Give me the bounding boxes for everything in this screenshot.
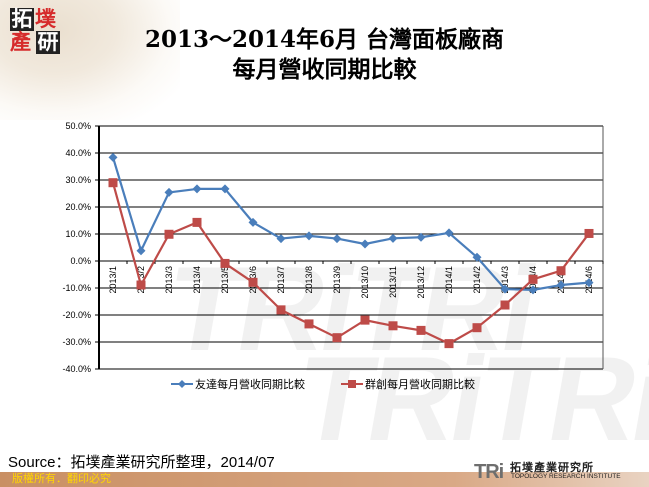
brand-logo: 拓 墣 產 研 [10, 8, 62, 54]
diamond-marker-icon [220, 184, 230, 194]
y-tick-label: 30.0% [65, 175, 91, 185]
square-marker-icon [248, 277, 258, 287]
square-marker-icon [528, 274, 538, 284]
square-marker-icon [388, 321, 398, 331]
x-tick-label: 2013/5 [220, 266, 230, 294]
diamond-marker-icon [108, 152, 118, 162]
x-tick-label: 2013/2 [136, 266, 146, 294]
legend-item-series2: 群創每月營收同期比較 [341, 377, 475, 391]
square-marker-icon [556, 266, 566, 276]
diamond-marker-icon [248, 217, 258, 227]
chart-gridlines [95, 125, 603, 370]
org-name-en: TOPOLOGY RESEARCH INSTITUTE [511, 473, 621, 480]
diamond-marker-icon [584, 278, 594, 288]
logo-char-2: 墣 [35, 6, 56, 31]
square-marker-icon [444, 339, 454, 349]
y-tick-label: -10.0% [62, 283, 91, 293]
diamond-marker-icon [528, 285, 538, 295]
footer-bar: 版權所有．翻印必究 [0, 472, 649, 487]
x-tick-label: 2014/5 [556, 266, 566, 294]
tri-logo: TRi 拓墣產業研究所 TOPOLOGY RESEARCH INSTITUTE [474, 459, 644, 485]
diamond-marker-icon [178, 380, 186, 388]
square-marker-icon [276, 305, 286, 315]
square-marker-icon [220, 258, 230, 268]
org-name-cn: 拓墣產業研究所 [510, 461, 594, 474]
diamond-marker-icon [192, 184, 202, 194]
page-title-line1: 2013～2014年6月 台灣面板廠商 [144, 26, 505, 53]
diamond-marker-icon [276, 234, 286, 244]
x-tick-label: 2013/4 [192, 266, 202, 294]
y-tick-label: 10.0% [65, 229, 91, 239]
y-tick-label: -30.0% [62, 337, 91, 347]
logo-char-4: 研 [36, 29, 60, 54]
square-marker-icon [332, 333, 342, 343]
y-axis: 50.0% 40.0% 30.0% 20.0% 10.0% 0.0% -10.0% -20.0… [62, 121, 604, 374]
x-axis: 2013/12013/22013/32013/42013/52013/62013… [98, 261, 604, 299]
diamond-marker-icon [136, 246, 146, 256]
diamond-marker-icon [164, 187, 174, 197]
legend-label-series1: 友達每月營收同期比較 [195, 377, 305, 391]
y-tick-label: 50.0% [65, 121, 91, 131]
square-marker-icon [304, 319, 314, 329]
logo-char-1: 拓 [10, 6, 34, 31]
y-tick-label: 20.0% [65, 202, 91, 212]
square-marker-icon [360, 315, 370, 325]
diamond-marker-icon [388, 233, 398, 243]
tri-logo-mark: TRi [474, 461, 504, 483]
x-tick-label: 2013/12 [416, 266, 426, 299]
logo-char-3: 產 [10, 29, 31, 54]
x-tick-label: 2013/8 [304, 266, 314, 294]
x-tick-label: 2013/9 [332, 266, 342, 294]
y-tick-label: 40.0% [65, 148, 91, 158]
diamond-marker-icon [444, 228, 454, 238]
x-tick-label: 2013/3 [164, 266, 174, 294]
legend-item-series1: 友達每月營收同期比較 [171, 377, 305, 391]
square-marker-icon [108, 178, 118, 188]
y-tick-label: -20.0% [62, 310, 91, 320]
square-marker-icon [500, 300, 510, 310]
square-marker-icon [472, 323, 482, 333]
series-2 [108, 178, 594, 349]
copyright-text: 版權所有．翻印必究 [12, 473, 111, 485]
diamond-marker-icon [304, 231, 314, 241]
square-marker-icon [192, 217, 202, 227]
series-line [111, 182, 590, 345]
x-tick-label: 2013/7 [276, 266, 286, 294]
diamond-marker-icon [360, 239, 370, 249]
diamond-marker-icon [416, 232, 426, 242]
source-note: Source：拓墣產業研究所整理，2014/07 [8, 454, 275, 471]
x-tick-label: 2013/1 [108, 266, 118, 294]
square-marker-icon [416, 325, 426, 335]
square-marker-icon [348, 380, 356, 388]
square-marker-icon [164, 229, 174, 239]
y-tick-label: -40.0% [62, 364, 91, 374]
page-title-line2: 每月營收同期比較 [232, 56, 417, 83]
x-tick-label: 2014/2 [472, 266, 482, 294]
diamond-marker-icon [500, 284, 510, 294]
legend-label-series2: 群創每月營收同期比較 [365, 377, 475, 391]
y-tick-label: 0.0% [70, 256, 91, 266]
chart-legend: 友達每月營收同期比較 群創每月營收同期比較 [171, 377, 475, 391]
square-marker-icon [584, 228, 594, 238]
x-tick-label: 2014/3 [500, 266, 510, 294]
x-tick-label: 2014/1 [444, 266, 454, 294]
diamond-marker-icon [556, 280, 566, 290]
series-line [111, 157, 590, 291]
x-tick-label: 2013/10 [360, 266, 370, 299]
x-tick-label: 2013/11 [388, 266, 398, 298]
series-1 [108, 152, 594, 295]
diamond-marker-icon [332, 234, 342, 244]
square-marker-icon [136, 280, 146, 290]
diamond-marker-icon [472, 252, 482, 262]
chart-series [108, 152, 594, 349]
